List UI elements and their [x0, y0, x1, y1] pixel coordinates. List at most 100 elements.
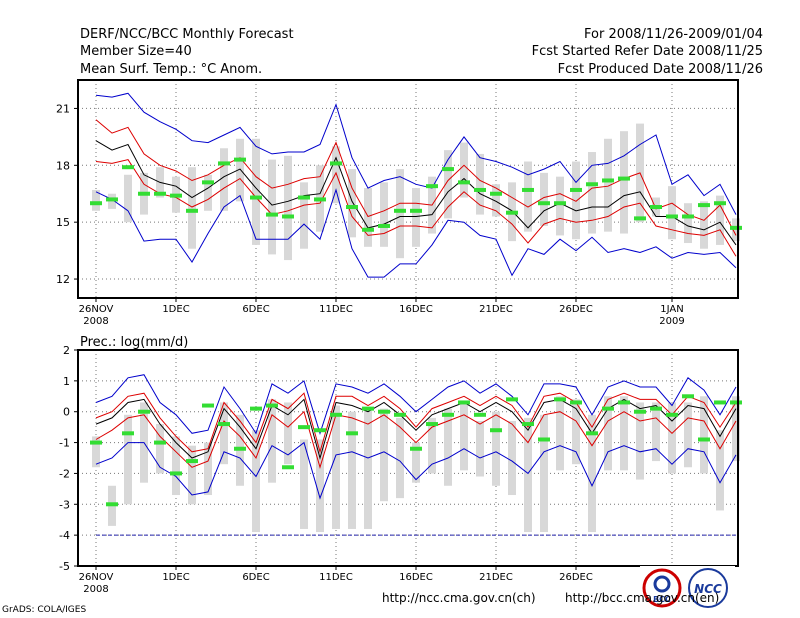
range-box-8 — [220, 402, 228, 465]
range-box-24 — [476, 420, 484, 477]
bcc-logo-text: BCC — [653, 595, 671, 604]
ytick-label-0: 12 — [56, 273, 70, 286]
ytick-label-0: -5 — [59, 560, 70, 573]
range-box-8 — [220, 148, 228, 211]
member-marker-25 — [490, 428, 502, 433]
ytick-label-7: 2 — [63, 344, 70, 357]
xtick-label-5: 21DEC — [479, 304, 513, 315]
xtick-label-5: 21DEC — [479, 572, 513, 583]
member-marker-39 — [714, 400, 726, 405]
plot-frame — [77, 349, 739, 567]
member-marker-8 — [218, 422, 230, 427]
member-marker-35 — [650, 205, 662, 210]
member-marker-36 — [666, 412, 678, 417]
range-box-21 — [428, 417, 436, 474]
plot-frame — [77, 79, 739, 299]
member-marker-11 — [266, 403, 278, 408]
member-marker-16 — [346, 431, 358, 436]
range-box-17 — [364, 188, 372, 247]
member-marker-1 — [106, 197, 118, 202]
range-box-32 — [604, 138, 612, 232]
xtick-label-3: 11DEC — [319, 572, 353, 583]
ytick-label-2: 18 — [56, 159, 70, 172]
range-box-30 — [572, 399, 580, 465]
member-marker-12 — [282, 214, 294, 219]
range-box-29 — [556, 396, 564, 471]
member-marker-2 — [122, 165, 134, 170]
range-box-27 — [524, 417, 532, 533]
member-marker-4 — [154, 440, 166, 445]
member-marker-28 — [538, 201, 550, 206]
member-marker-27 — [522, 422, 534, 427]
member-marker-9 — [234, 446, 246, 451]
range-box-10 — [252, 138, 260, 245]
range-box-12 — [284, 402, 292, 465]
range-box-12 — [284, 155, 292, 261]
range-box-11 — [268, 159, 276, 255]
xtick-label-2: 6DEC — [242, 572, 269, 583]
member-marker-22 — [442, 412, 454, 417]
member-marker-6 — [186, 208, 198, 213]
xtick-label-4: 16DEC — [399, 572, 433, 583]
ytick-label-2: -3 — [59, 498, 70, 511]
member-marker-24 — [474, 412, 486, 417]
member-marker-14 — [314, 197, 326, 202]
member-marker-6 — [186, 459, 198, 464]
member-marker-32 — [602, 406, 614, 411]
range-box-38 — [700, 201, 708, 249]
xtick-label-2: 6DEC — [242, 304, 269, 315]
range-box-25 — [492, 411, 500, 486]
xtick-label-6: 26DEC — [559, 572, 593, 583]
member-marker-10 — [250, 195, 262, 200]
xtick-year-0: 2008 — [83, 316, 108, 327]
member-size-label: Member Size=40 — [80, 44, 192, 59]
xtick-year-7: 2009 — [659, 316, 684, 327]
member-marker-37 — [682, 394, 694, 399]
member-marker-26 — [506, 397, 518, 402]
member-marker-11 — [266, 212, 278, 217]
range-box-28 — [540, 172, 548, 226]
xtick-label-0: 26NOV — [79, 572, 114, 583]
member-marker-3 — [138, 191, 150, 196]
member-marker-23 — [458, 400, 470, 405]
ytick-label-1: -4 — [59, 529, 70, 542]
range-box-10 — [252, 430, 260, 533]
member-marker-40 — [730, 400, 742, 405]
member-marker-0 — [90, 201, 102, 206]
produced-date: Fcst Produced Date 2008/11/26 — [557, 62, 763, 77]
member-marker-25 — [490, 191, 502, 196]
member-marker-22 — [442, 167, 454, 172]
series-max-line — [95, 92, 737, 215]
member-marker-29 — [554, 397, 566, 402]
member-marker-21 — [426, 184, 438, 189]
range-box-28 — [540, 414, 548, 533]
xtick-label-1: 1DEC — [162, 572, 189, 583]
ytick-label-6: 1 — [63, 375, 70, 388]
range-box-7 — [204, 442, 212, 496]
member-marker-9 — [234, 157, 246, 162]
url-english[interactable]: http://bcc.cma.gov.cn(en) — [565, 591, 720, 605]
range-box-11 — [268, 399, 276, 483]
range-box-17 — [364, 408, 372, 529]
xtick-label-6: 26DEC — [559, 304, 593, 315]
range-box-33 — [620, 396, 628, 471]
series-min-line — [95, 188, 737, 278]
range-box-34 — [636, 402, 644, 480]
member-marker-13 — [298, 195, 310, 200]
range-box-6 — [188, 167, 196, 249]
member-marker-5 — [170, 471, 182, 476]
member-marker-21 — [426, 422, 438, 427]
range-box-13 — [300, 182, 308, 249]
url-chinese[interactable]: http://ncc.cma.gov.cn(ch) — [382, 591, 536, 605]
range-box-2 — [124, 414, 132, 505]
member-marker-15 — [330, 412, 342, 417]
range-box-27 — [524, 161, 532, 232]
start-refer-date: Fcst Started Refer Date 2008/11/25 — [531, 44, 763, 59]
member-marker-30 — [570, 400, 582, 405]
xtick-label-4: 16DEC — [399, 304, 433, 315]
member-marker-20 — [410, 446, 422, 451]
range-box-15 — [332, 405, 340, 529]
range-box-13 — [300, 439, 308, 529]
